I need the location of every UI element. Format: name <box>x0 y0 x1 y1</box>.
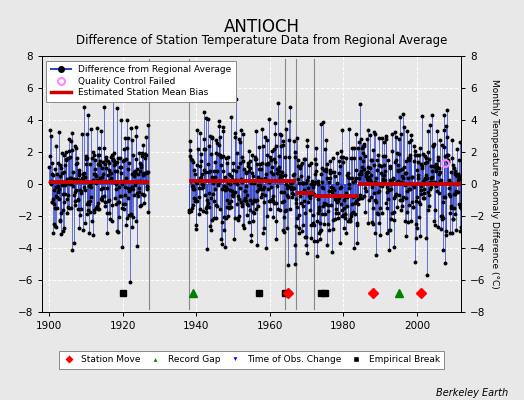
Text: ANTIOCH: ANTIOCH <box>224 18 300 36</box>
Legend: Difference from Regional Average, Quality Control Failed, Estimated Station Mean: Difference from Regional Average, Qualit… <box>47 60 236 102</box>
Text: Berkeley Earth: Berkeley Earth <box>436 388 508 398</box>
Y-axis label: Monthly Temperature Anomaly Difference (°C): Monthly Temperature Anomaly Difference (… <box>490 79 499 289</box>
Text: Difference of Station Temperature Data from Regional Average: Difference of Station Temperature Data f… <box>77 34 447 47</box>
Legend: Station Move, Record Gap, Time of Obs. Change, Empirical Break: Station Move, Record Gap, Time of Obs. C… <box>59 351 444 369</box>
